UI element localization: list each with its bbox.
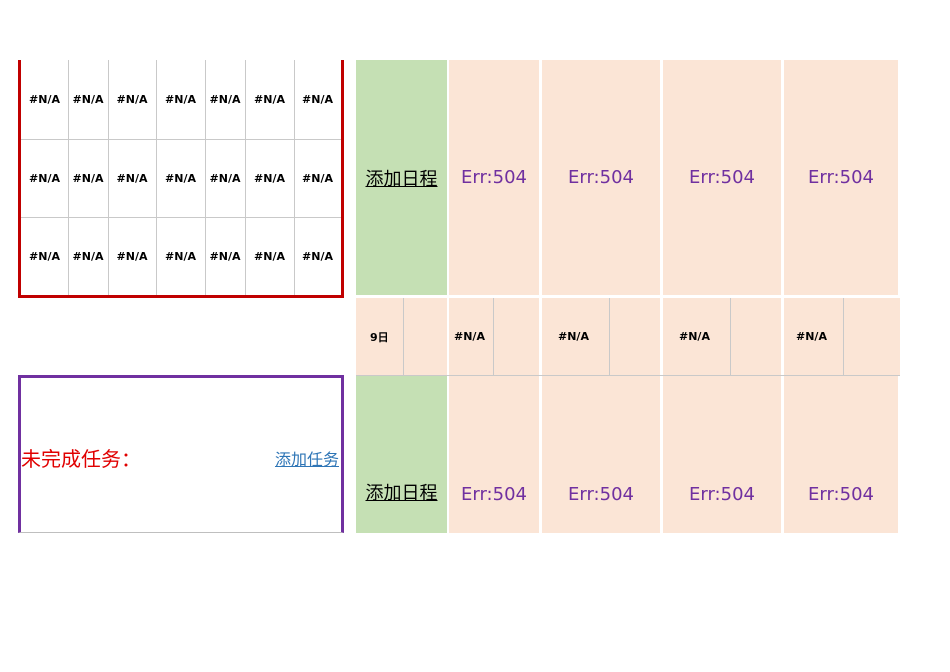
add-schedule-link[interactable]: 添加日程 bbox=[356, 376, 447, 533]
unfinished-tasks-panel: 未完成任务： 添加任务 bbox=[18, 375, 344, 533]
day-row-cell: #N/A bbox=[449, 298, 539, 375]
grid-line bbox=[294, 60, 295, 295]
row-divider bbox=[356, 375, 900, 376]
day-row-cell: 9日 bbox=[356, 298, 447, 375]
day-label: 9日 bbox=[370, 330, 389, 344]
mini-calendar-grid: #N/A #N/A #N/A #N/A #N/A #N/A #N/A #N/A … bbox=[18, 60, 344, 298]
calendar-cell: #N/A bbox=[72, 171, 104, 185]
grid-line bbox=[156, 60, 157, 295]
calendar-cell: #N/A bbox=[72, 93, 104, 106]
calendar-cell: #N/A bbox=[302, 249, 333, 263]
day-row-cell: #N/A bbox=[784, 298, 900, 375]
calendar-cell: #N/A bbox=[165, 249, 196, 263]
calendar-cell: #N/A bbox=[254, 249, 285, 263]
schedule-cell[interactable]: Err:504 bbox=[784, 60, 898, 295]
calendar-cell: #N/A bbox=[209, 171, 241, 185]
cell-divider bbox=[403, 298, 404, 375]
calendar-cell: #N/A bbox=[116, 93, 148, 106]
grid-line bbox=[21, 139, 341, 140]
cell-divider bbox=[609, 298, 610, 375]
add-task-link[interactable]: 添加任务 bbox=[274, 450, 339, 469]
schedule-cell[interactable]: Err:504 bbox=[542, 376, 660, 533]
calendar-cell: #N/A bbox=[302, 171, 333, 185]
calendar-cell: #N/A bbox=[116, 171, 148, 185]
calendar-cell: #N/A bbox=[165, 93, 196, 106]
cell-divider bbox=[493, 298, 494, 375]
schedule-cell[interactable]: Err:504 bbox=[449, 376, 539, 533]
calendar-cell: #N/A bbox=[165, 171, 196, 185]
calendar-cell: #N/A bbox=[254, 93, 285, 106]
day-value: #N/A bbox=[796, 330, 827, 343]
schedule-cell[interactable]: Err:504 bbox=[542, 60, 660, 295]
day-row-cell: #N/A bbox=[542, 298, 660, 375]
schedule-cell[interactable]: Err:504 bbox=[449, 60, 539, 295]
calendar-cell: #N/A bbox=[29, 249, 60, 263]
grid-line bbox=[68, 60, 69, 295]
grid-line bbox=[21, 217, 341, 218]
calendar-cell: #N/A bbox=[72, 249, 104, 263]
day-value: #N/A bbox=[454, 330, 485, 343]
cell-divider bbox=[843, 298, 844, 375]
calendar-cell: #N/A bbox=[29, 93, 60, 106]
calendar-cell: #N/A bbox=[209, 93, 241, 106]
calendar-cell: #N/A bbox=[209, 249, 241, 263]
schedule-cell[interactable]: Err:504 bbox=[784, 376, 898, 533]
tasks-title: 未完成任务： bbox=[21, 447, 141, 471]
cell-divider bbox=[730, 298, 731, 375]
calendar-cell: #N/A bbox=[116, 249, 148, 263]
day-value: #N/A bbox=[558, 330, 589, 343]
day-value: #N/A bbox=[679, 330, 710, 343]
grid-line bbox=[245, 60, 246, 295]
schedule-cell[interactable]: Err:504 bbox=[663, 376, 781, 533]
calendar-cell: #N/A bbox=[29, 171, 60, 185]
calendar-cell: #N/A bbox=[254, 171, 285, 185]
calendar-cell: #N/A bbox=[302, 93, 333, 106]
day-row-cell: #N/A bbox=[663, 298, 781, 375]
schedule-cell[interactable]: Err:504 bbox=[663, 60, 781, 295]
add-schedule-link[interactable]: 添加日程 bbox=[356, 60, 447, 295]
grid-line bbox=[205, 60, 206, 295]
grid-line bbox=[108, 60, 109, 295]
